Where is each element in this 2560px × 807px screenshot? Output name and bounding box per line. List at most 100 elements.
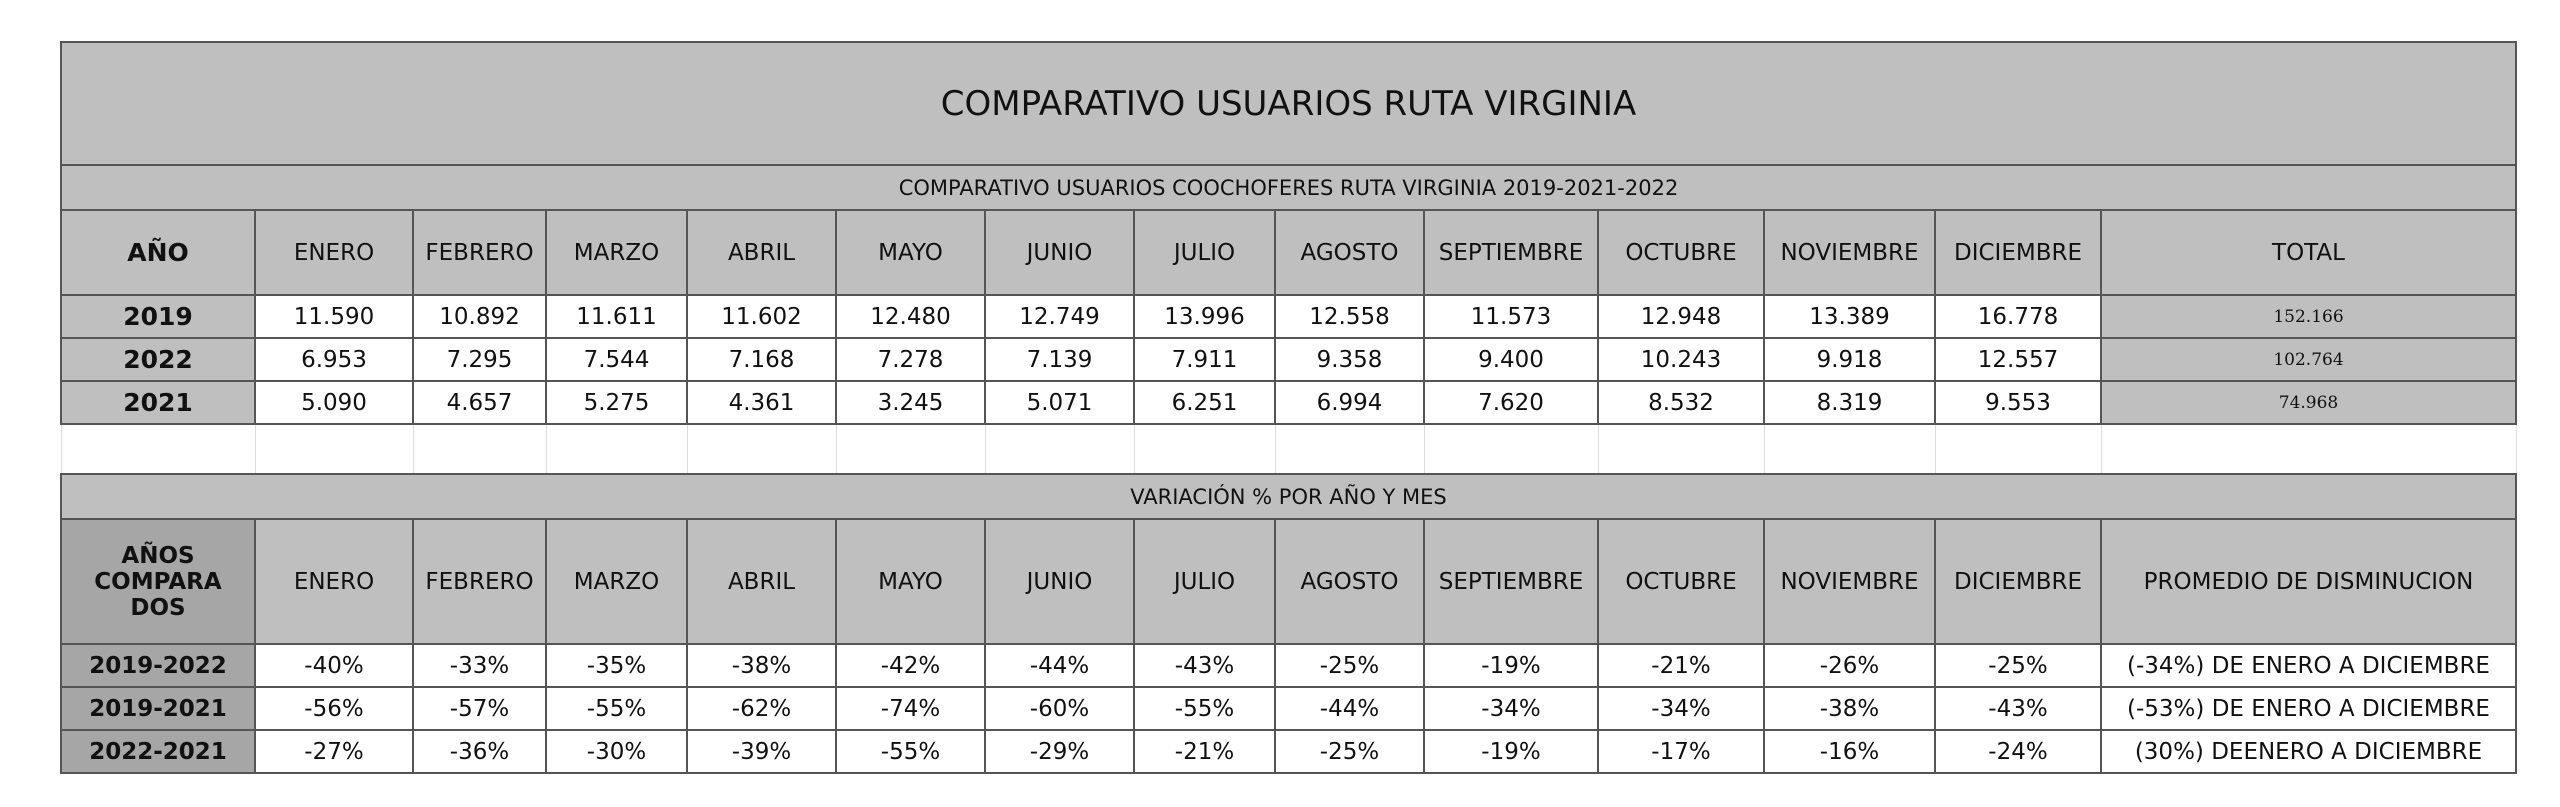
cell: -27% xyxy=(254,729,414,774)
spreadsheet: COMPARATIVO USUARIOS RUTA VIRGINIA COMPAR… xyxy=(60,41,2517,774)
cell: -57% xyxy=(412,686,547,731)
column-header: FEBRERO xyxy=(412,209,547,296)
empty-cell xyxy=(1763,423,1936,475)
cell: 11.573 xyxy=(1423,294,1599,339)
cell: -55% xyxy=(545,686,688,731)
empty-cell xyxy=(2100,423,2517,475)
cell: 6.994 xyxy=(1274,380,1425,425)
cell: 11.590 xyxy=(254,294,414,339)
column-header: NOVIEMBRE xyxy=(1763,209,1936,296)
empty-cell xyxy=(1274,423,1425,475)
column-header: MARZO xyxy=(545,209,688,296)
column-header: DICIEMBRE xyxy=(1934,518,2102,645)
cell: 74.968 xyxy=(2100,380,2517,425)
cell: 7.911 xyxy=(1133,337,1276,382)
table-row: COMPARATIVO USUARIOS RUTA VIRGINIA xyxy=(60,41,2517,166)
cell: -34% xyxy=(1423,686,1599,731)
row-header: 2019 xyxy=(60,294,256,339)
cell: 8.319 xyxy=(1763,380,1936,425)
cell: 11.611 xyxy=(545,294,688,339)
cell: -62% xyxy=(686,686,837,731)
cell: -44% xyxy=(1274,686,1425,731)
cell: 7.544 xyxy=(545,337,688,382)
cell: -19% xyxy=(1423,643,1599,688)
empty-cell xyxy=(984,423,1135,475)
column-header: MARZO xyxy=(545,518,688,645)
cell: 13.996 xyxy=(1133,294,1276,339)
cell: 10.243 xyxy=(1597,337,1765,382)
cell: -43% xyxy=(1133,643,1276,688)
cell: -29% xyxy=(984,729,1135,774)
cell: 5.090 xyxy=(254,380,414,425)
cell: 9.553 xyxy=(1934,380,2102,425)
cell: -25% xyxy=(1274,643,1425,688)
cell: -42% xyxy=(835,643,986,688)
main-title: COMPARATIVO USUARIOS RUTA VIRGINIA xyxy=(60,41,2517,166)
cell: -33% xyxy=(412,643,547,688)
section-title: COMPARATIVO USUARIOS COOCHOFERES RUTA VI… xyxy=(60,164,2517,211)
cell: 7.139 xyxy=(984,337,1135,382)
empty-cell xyxy=(1597,423,1765,475)
cell: 7.168 xyxy=(686,337,837,382)
column-header: MAYO xyxy=(835,209,986,296)
table-row: AÑO ENERO FEBRERO MARZO ABRIL MAYO JUNIO JULIO A… xyxy=(60,209,2517,296)
cell: (-53%) DE ENERO A DICIEMBRE xyxy=(2100,686,2517,731)
table-row: 2019-2021 -56% -57% -55% -62% -74% -60% -55% -44… xyxy=(60,686,2517,731)
cell: 5.071 xyxy=(984,380,1135,425)
cell: -21% xyxy=(1597,643,1765,688)
cell: -24% xyxy=(1934,729,2102,774)
table-row: COMPARATIVO USUARIOS COOCHOFERES RUTA VI… xyxy=(60,164,2517,211)
row-header: 2019-2022 xyxy=(60,643,256,688)
column-header: PROMEDIO DE DISMINUCION xyxy=(2100,518,2517,645)
cell: 9.358 xyxy=(1274,337,1425,382)
cell: 12.480 xyxy=(835,294,986,339)
column-header: ENERO xyxy=(254,209,414,296)
column-header: OCTUBRE xyxy=(1597,518,1765,645)
cell: 12.558 xyxy=(1274,294,1425,339)
section-title: VARIACIÓN % POR AÑO Y MES xyxy=(60,473,2517,520)
cell: -55% xyxy=(835,729,986,774)
cell: 102.764 xyxy=(2100,337,2517,382)
cell: 12.948 xyxy=(1597,294,1765,339)
column-header: NOVIEMBRE xyxy=(1763,518,1936,645)
row-header: 2022-2021 xyxy=(60,729,256,774)
column-header: JULIO xyxy=(1133,209,1276,296)
cell: -55% xyxy=(1133,686,1276,731)
cell: -56% xyxy=(254,686,414,731)
cell: 9.918 xyxy=(1763,337,1936,382)
cell: -26% xyxy=(1763,643,1936,688)
cell: 7.620 xyxy=(1423,380,1599,425)
row-header: 2019-2021 xyxy=(60,686,256,731)
cell: 7.278 xyxy=(835,337,986,382)
table-row: 2019-2022 -40% -33% -35% -38% -42% -44% -43% -25… xyxy=(60,643,2517,688)
cell: -40% xyxy=(254,643,414,688)
column-header: AGOSTO xyxy=(1274,209,1425,296)
column-header: ENERO xyxy=(254,518,414,645)
table-row: 2022-2021 -27% -36% -30% -39% -55% -29% -21% -25… xyxy=(60,729,2517,774)
cell: -74% xyxy=(835,686,986,731)
cell: -17% xyxy=(1597,729,1765,774)
empty-cell xyxy=(1423,423,1599,475)
table-row: VARIACIÓN % POR AÑO Y MES xyxy=(60,473,2517,520)
cell: 3.245 xyxy=(835,380,986,425)
empty-cell xyxy=(1934,423,2102,475)
column-header: AÑO xyxy=(60,209,256,296)
column-header: OCTUBRE xyxy=(1597,209,1765,296)
cell: -36% xyxy=(412,729,547,774)
column-header: FEBRERO xyxy=(412,518,547,645)
table-row: 2022 6.953 7.295 7.544 7.168 7.278 7.139 7.911 9… xyxy=(60,337,2517,382)
column-header: AÑOS COMPARA DOS xyxy=(60,518,256,645)
table-row xyxy=(60,423,2517,475)
cell: 8.532 xyxy=(1597,380,1765,425)
cell: 4.361 xyxy=(686,380,837,425)
column-header: DICIEMBRE xyxy=(1934,209,2102,296)
cell: -44% xyxy=(984,643,1135,688)
cell: 9.400 xyxy=(1423,337,1599,382)
column-header: JUNIO xyxy=(984,209,1135,296)
column-header: ABRIL xyxy=(686,518,837,645)
cell: -21% xyxy=(1133,729,1276,774)
empty-cell xyxy=(412,423,547,475)
cell: 5.275 xyxy=(545,380,688,425)
cell: -34% xyxy=(1597,686,1765,731)
